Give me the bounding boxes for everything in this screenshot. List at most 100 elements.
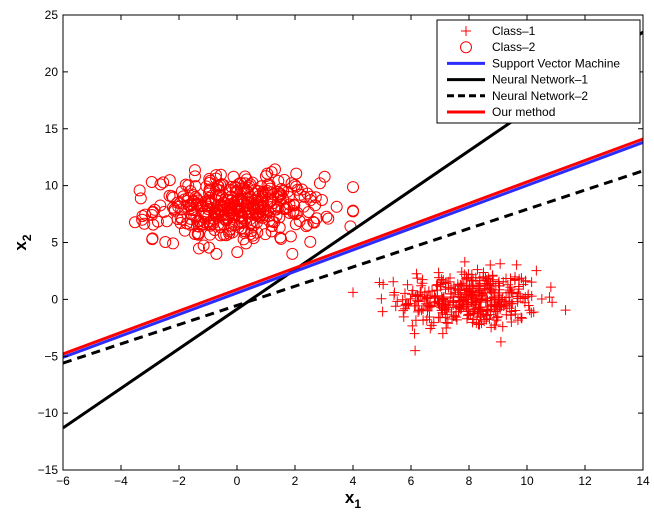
class-2-point [184,218,197,231]
class-1-point [417,291,428,302]
class-1-point [410,345,421,356]
class-1-point [478,267,489,278]
class-1-point [518,279,529,290]
class-2-point [192,242,205,255]
class-1-point [505,282,516,293]
class-2-point [263,182,276,195]
class-1-point [428,317,439,328]
class-1-point [476,306,487,317]
class-2-point [254,210,267,223]
class-1-point [451,312,462,323]
class-1-point [439,298,450,309]
class-1-point [477,289,488,300]
class-1-point [516,313,527,324]
class-1-point [435,312,446,323]
class-1-point [399,288,410,299]
class-2-point [347,181,359,194]
class-2-point [236,216,249,229]
class-1-point [510,309,521,320]
class-2-point [204,174,217,187]
class-1-point [495,336,506,347]
class-1-point [376,293,387,304]
class-1-point [424,302,435,313]
class-2-point [308,216,321,229]
class-1-point [483,304,494,315]
class-2-point [318,170,331,183]
legend-item: Support Vector Machine [447,56,620,70]
class-2-point [285,177,298,190]
x-tick-label: 6 [408,474,415,488]
class-1-point [456,267,467,278]
class-1-point [419,287,430,298]
class-2-point [286,247,299,260]
class-1-point [463,310,474,321]
class-2-point [288,199,301,212]
class-2-point [245,225,258,238]
class-1-point [392,296,403,307]
class-1-point [454,303,465,314]
class-2-point [297,200,310,213]
class-1-point [454,301,465,312]
class-2-point [246,201,259,214]
class-2-point [210,247,223,260]
class-2-point [229,201,242,214]
y-tick-label: −15 [38,463,59,477]
class-2-point [217,228,230,241]
class-2-point [309,191,322,204]
class-2-point [151,215,164,228]
class-2-point [175,185,188,198]
class-1-point [461,273,472,284]
class-1-point [494,284,505,295]
class-1-point [498,276,509,287]
class-1-point [472,264,483,275]
x-tick-label: −6 [56,474,70,488]
class-1-point [451,314,462,325]
data-layer [63,30,643,430]
class-1-point [463,269,474,280]
class-1-point [504,303,515,314]
class-1-point [468,275,479,286]
class-1-point [487,274,498,285]
class-2-point [274,231,287,244]
class-1-point [486,322,497,333]
x-tick-label: 8 [466,474,473,488]
class-2-point [225,201,238,214]
legend-label: Support Vector Machine [492,56,620,70]
y-tick-label: −10 [38,406,59,420]
line-our-method [63,137,643,356]
class-1-point [445,288,456,299]
class-1-point [348,287,358,298]
class-2-point [172,200,185,213]
y-tick-label: 25 [45,8,59,22]
class-1-point [515,291,526,302]
class-1-point [377,306,388,317]
legend-label: Neural Network–2 [492,89,588,103]
class-1-point [493,294,504,305]
class-2-point [231,246,244,259]
class-1-point [526,277,537,288]
class-1-point [545,282,556,293]
class-2-point [212,209,225,222]
class-2-point [320,210,333,223]
class-2-point [289,208,302,221]
class-1-point [505,273,516,284]
class-1-point [485,285,496,296]
legend-item: Class–1 [461,24,536,38]
class-1-point [460,294,471,305]
class-2-point [232,193,245,206]
class-1-point [437,293,448,304]
x-tick-label: 14 [636,474,650,488]
class-1-point [422,293,433,304]
x-tick-label: −2 [172,474,186,488]
class-2-point [145,176,158,189]
class-2-point [235,182,248,195]
class-2-point [146,233,159,246]
y-tick-label: 15 [45,122,59,136]
class-2-point [160,215,173,228]
class-1-point [433,267,444,278]
class-2-point [248,184,261,197]
class-1-point [432,279,443,290]
legend-class-1-marker [461,26,471,36]
